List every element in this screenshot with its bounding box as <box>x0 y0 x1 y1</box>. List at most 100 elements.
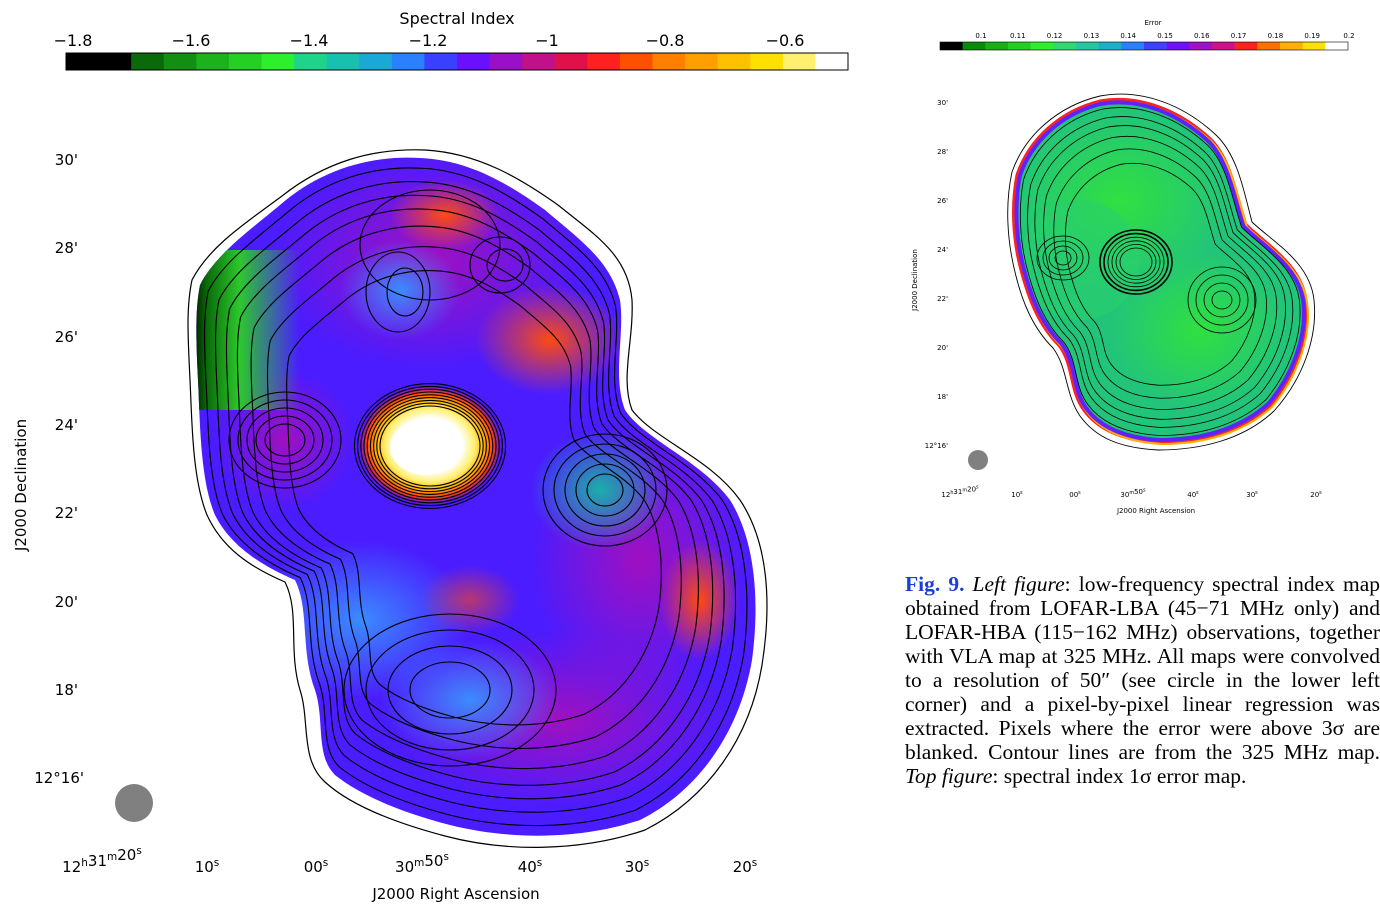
error-colorbar-swatch <box>940 42 963 50</box>
caption-text-2: : spectral index 1σ error map. <box>992 764 1247 788</box>
error-colorbar-tick-label: 0.12 <box>1047 32 1063 40</box>
error-dec-tick-label: 28' <box>937 148 948 156</box>
ra-tick-label: 10s <box>195 857 220 876</box>
error-dec-tick-label: 24' <box>937 246 948 254</box>
error-colorbar-swatch <box>1098 42 1122 50</box>
declination-ticks: 30' 28' 26' 24' 22' 20' 18' 12°16' <box>34 151 84 787</box>
error-colorbar-swatch <box>1121 42 1145 50</box>
error-west-contour <box>1036 235 1090 281</box>
error-core-contour <box>1103 232 1169 292</box>
body-contour <box>204 167 748 827</box>
colorbar-tick-label: −1.6 <box>172 31 211 50</box>
error-ra-tick-label: 20s <box>1310 490 1322 499</box>
error-x-axis-label: J2000 Right Ascension <box>1116 507 1195 515</box>
dec-tick-label: 20' <box>55 593 78 611</box>
error-dec-tick-label: 26' <box>937 197 948 205</box>
error-colorbar-tick-label: 0.16 <box>1194 32 1210 40</box>
colorbar-swatch <box>196 53 230 70</box>
colorbar-swatch <box>782 53 816 70</box>
colorbar-swatch <box>685 53 719 70</box>
core-contour <box>363 391 497 501</box>
dec-tick-label: 26' <box>55 328 78 346</box>
ra-tick-label: 12h31m20s <box>62 845 142 876</box>
south-lobe-contour <box>387 645 513 735</box>
error-body-contour <box>1027 116 1294 428</box>
colorbar-tick-label: −1 <box>535 31 559 50</box>
caption-text-1: : low-frequency spectral index map obtai… <box>905 572 1380 764</box>
dec-tick-label: 22' <box>55 504 78 522</box>
error-beam-circle <box>968 450 988 470</box>
north-knot-contour <box>486 248 524 282</box>
north-knot-contour <box>469 236 531 294</box>
north-knot-contour <box>365 251 431 333</box>
error-ra-ticks: 12h31m20s 10s 00s 30m50s 40s 30s 20s <box>941 485 1322 499</box>
error-colorbar-tick-label: 0.13 <box>1084 32 1100 40</box>
error-colorbar-swatch <box>1234 42 1258 50</box>
body-contour <box>286 270 662 726</box>
core-contour <box>360 388 500 504</box>
colorbar-swatch <box>98 53 132 70</box>
error-ra-tick-label: 30m50s <box>1120 487 1146 499</box>
error-colorbar-tick-label: 0.14 <box>1120 32 1136 40</box>
error-body-contour <box>1019 107 1301 436</box>
dec-tick-label: 30' <box>55 151 78 169</box>
figure-caption: Fig. 9. Left figure: low-frequency spect… <box>905 572 1380 788</box>
caption-top-title: Top figure <box>905 764 993 788</box>
core-contour <box>366 394 494 498</box>
ra-tick-label: 30s <box>625 857 650 876</box>
error-colorbar-swatch <box>1030 42 1054 50</box>
colorbar-swatch <box>261 53 295 70</box>
error-body-contour <box>1043 135 1278 411</box>
colorbar-tick-label: −0.8 <box>646 31 685 50</box>
east-lobe-contour <box>553 443 657 537</box>
ra-ticks: 12h31m20s 10s 00s 30m50s 40s 30s 20s <box>62 845 757 876</box>
colorbar-swatch <box>652 53 686 70</box>
error-colorbar-title: Error <box>1144 19 1161 27</box>
error-colorbar-frame <box>939 41 1349 51</box>
east-lobe-contour <box>575 463 635 517</box>
error-body-contour <box>1065 162 1256 386</box>
colorbar-swatch <box>66 53 100 70</box>
colorbar-swatch <box>717 53 751 70</box>
error-dec-tick-label: 22' <box>937 295 948 303</box>
east-lobe-contour <box>542 433 668 547</box>
core-contour <box>373 399 487 493</box>
error-declination-ticks: 30' 28' 26' 24' 22' 20' 18' 12°16' <box>925 99 948 450</box>
error-ra-tick-label: 40s <box>1187 490 1199 499</box>
error-colorbar-ticks: 0.1 0.11 0.12 0.13 0.14 0.15 0.16 0.17 0.18 0.19 0… <box>975 32 1354 40</box>
core-contour <box>353 383 507 509</box>
colorbar-ticks: −1.8 −1.6 −1.4 −1.2 −1 −0.8 −0.6 <box>54 31 805 50</box>
colorbar-swatch <box>391 53 425 70</box>
west-lobe-contour <box>264 423 306 457</box>
error-colorbar-swatch <box>1144 42 1167 50</box>
body-contour <box>250 225 699 770</box>
error-ra-tick-label: 12h31m20s <box>941 485 979 499</box>
error-colorbar-tick-label: 0.1 <box>975 32 986 40</box>
colorbar-swatch <box>489 53 523 70</box>
error-core-contour <box>1107 236 1165 288</box>
error-dec-tick-label: 18' <box>937 393 948 401</box>
error-colorbar-swatch <box>985 42 1009 50</box>
error-inner-contours <box>1019 107 1301 436</box>
outer-contour <box>187 149 768 848</box>
colorbar-tick-label: −0.6 <box>766 31 805 50</box>
core-contour <box>357 385 503 507</box>
body-contour <box>236 208 714 786</box>
error-core-contour <box>1099 229 1173 295</box>
error-west-contour <box>1042 240 1084 276</box>
error-dec-tick-label: 12°16' <box>925 442 948 450</box>
dec-tick-label: 18' <box>55 681 78 699</box>
colorbar-swatch <box>750 53 784 70</box>
error-body-contour <box>1053 148 1267 399</box>
core-contour <box>369 397 491 495</box>
right-figure: Error 0.1 0.11 0.12 0.13 0.14 0.15 0.16 0.17 0.1… <box>900 0 1380 530</box>
east-lobe-contour <box>586 473 624 507</box>
colorbar-swatch <box>554 53 588 70</box>
error-colorbar <box>939 41 1349 51</box>
error-colorbar-swatch <box>1325 42 1349 50</box>
dec-tick-label: 12°16' <box>34 769 84 787</box>
ra-tick-label: 30m50s <box>395 851 449 876</box>
colorbar-swatch <box>587 53 621 70</box>
caption-label: Fig. 9. <box>905 572 965 596</box>
dec-tick-label: 24' <box>55 416 78 434</box>
